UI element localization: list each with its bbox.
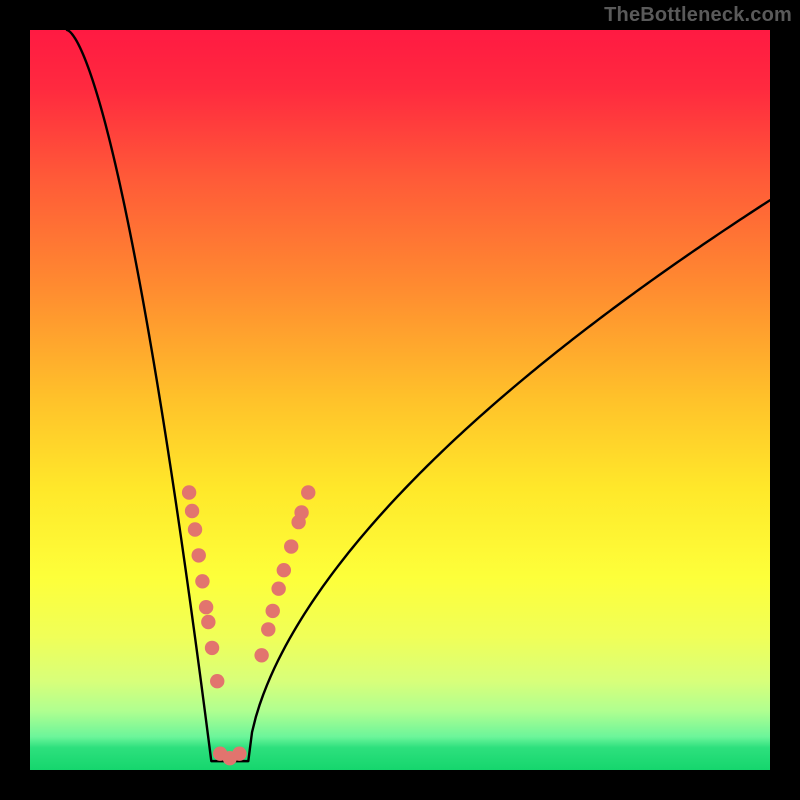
marker-dot — [195, 574, 209, 588]
marker-dot — [254, 648, 268, 662]
marker-dot — [266, 604, 280, 618]
marker-dot — [210, 674, 224, 688]
chart-svg — [30, 30, 770, 770]
marker-dot — [301, 485, 315, 499]
marker-dot — [201, 615, 215, 629]
marker-dot — [232, 747, 246, 761]
marker-dot — [188, 522, 202, 536]
marker-dot — [271, 582, 285, 596]
chart-container — [30, 30, 770, 770]
marker-dot — [284, 539, 298, 553]
chart-background — [30, 30, 770, 770]
watermark-text: TheBottleneck.com — [604, 4, 792, 27]
marker-dot — [277, 563, 291, 577]
marker-dot — [192, 548, 206, 562]
marker-dot — [199, 600, 213, 614]
marker-dot — [185, 504, 199, 518]
marker-dot — [182, 485, 196, 499]
marker-dot — [294, 505, 308, 519]
marker-dot — [205, 641, 219, 655]
marker-dot — [261, 622, 275, 636]
